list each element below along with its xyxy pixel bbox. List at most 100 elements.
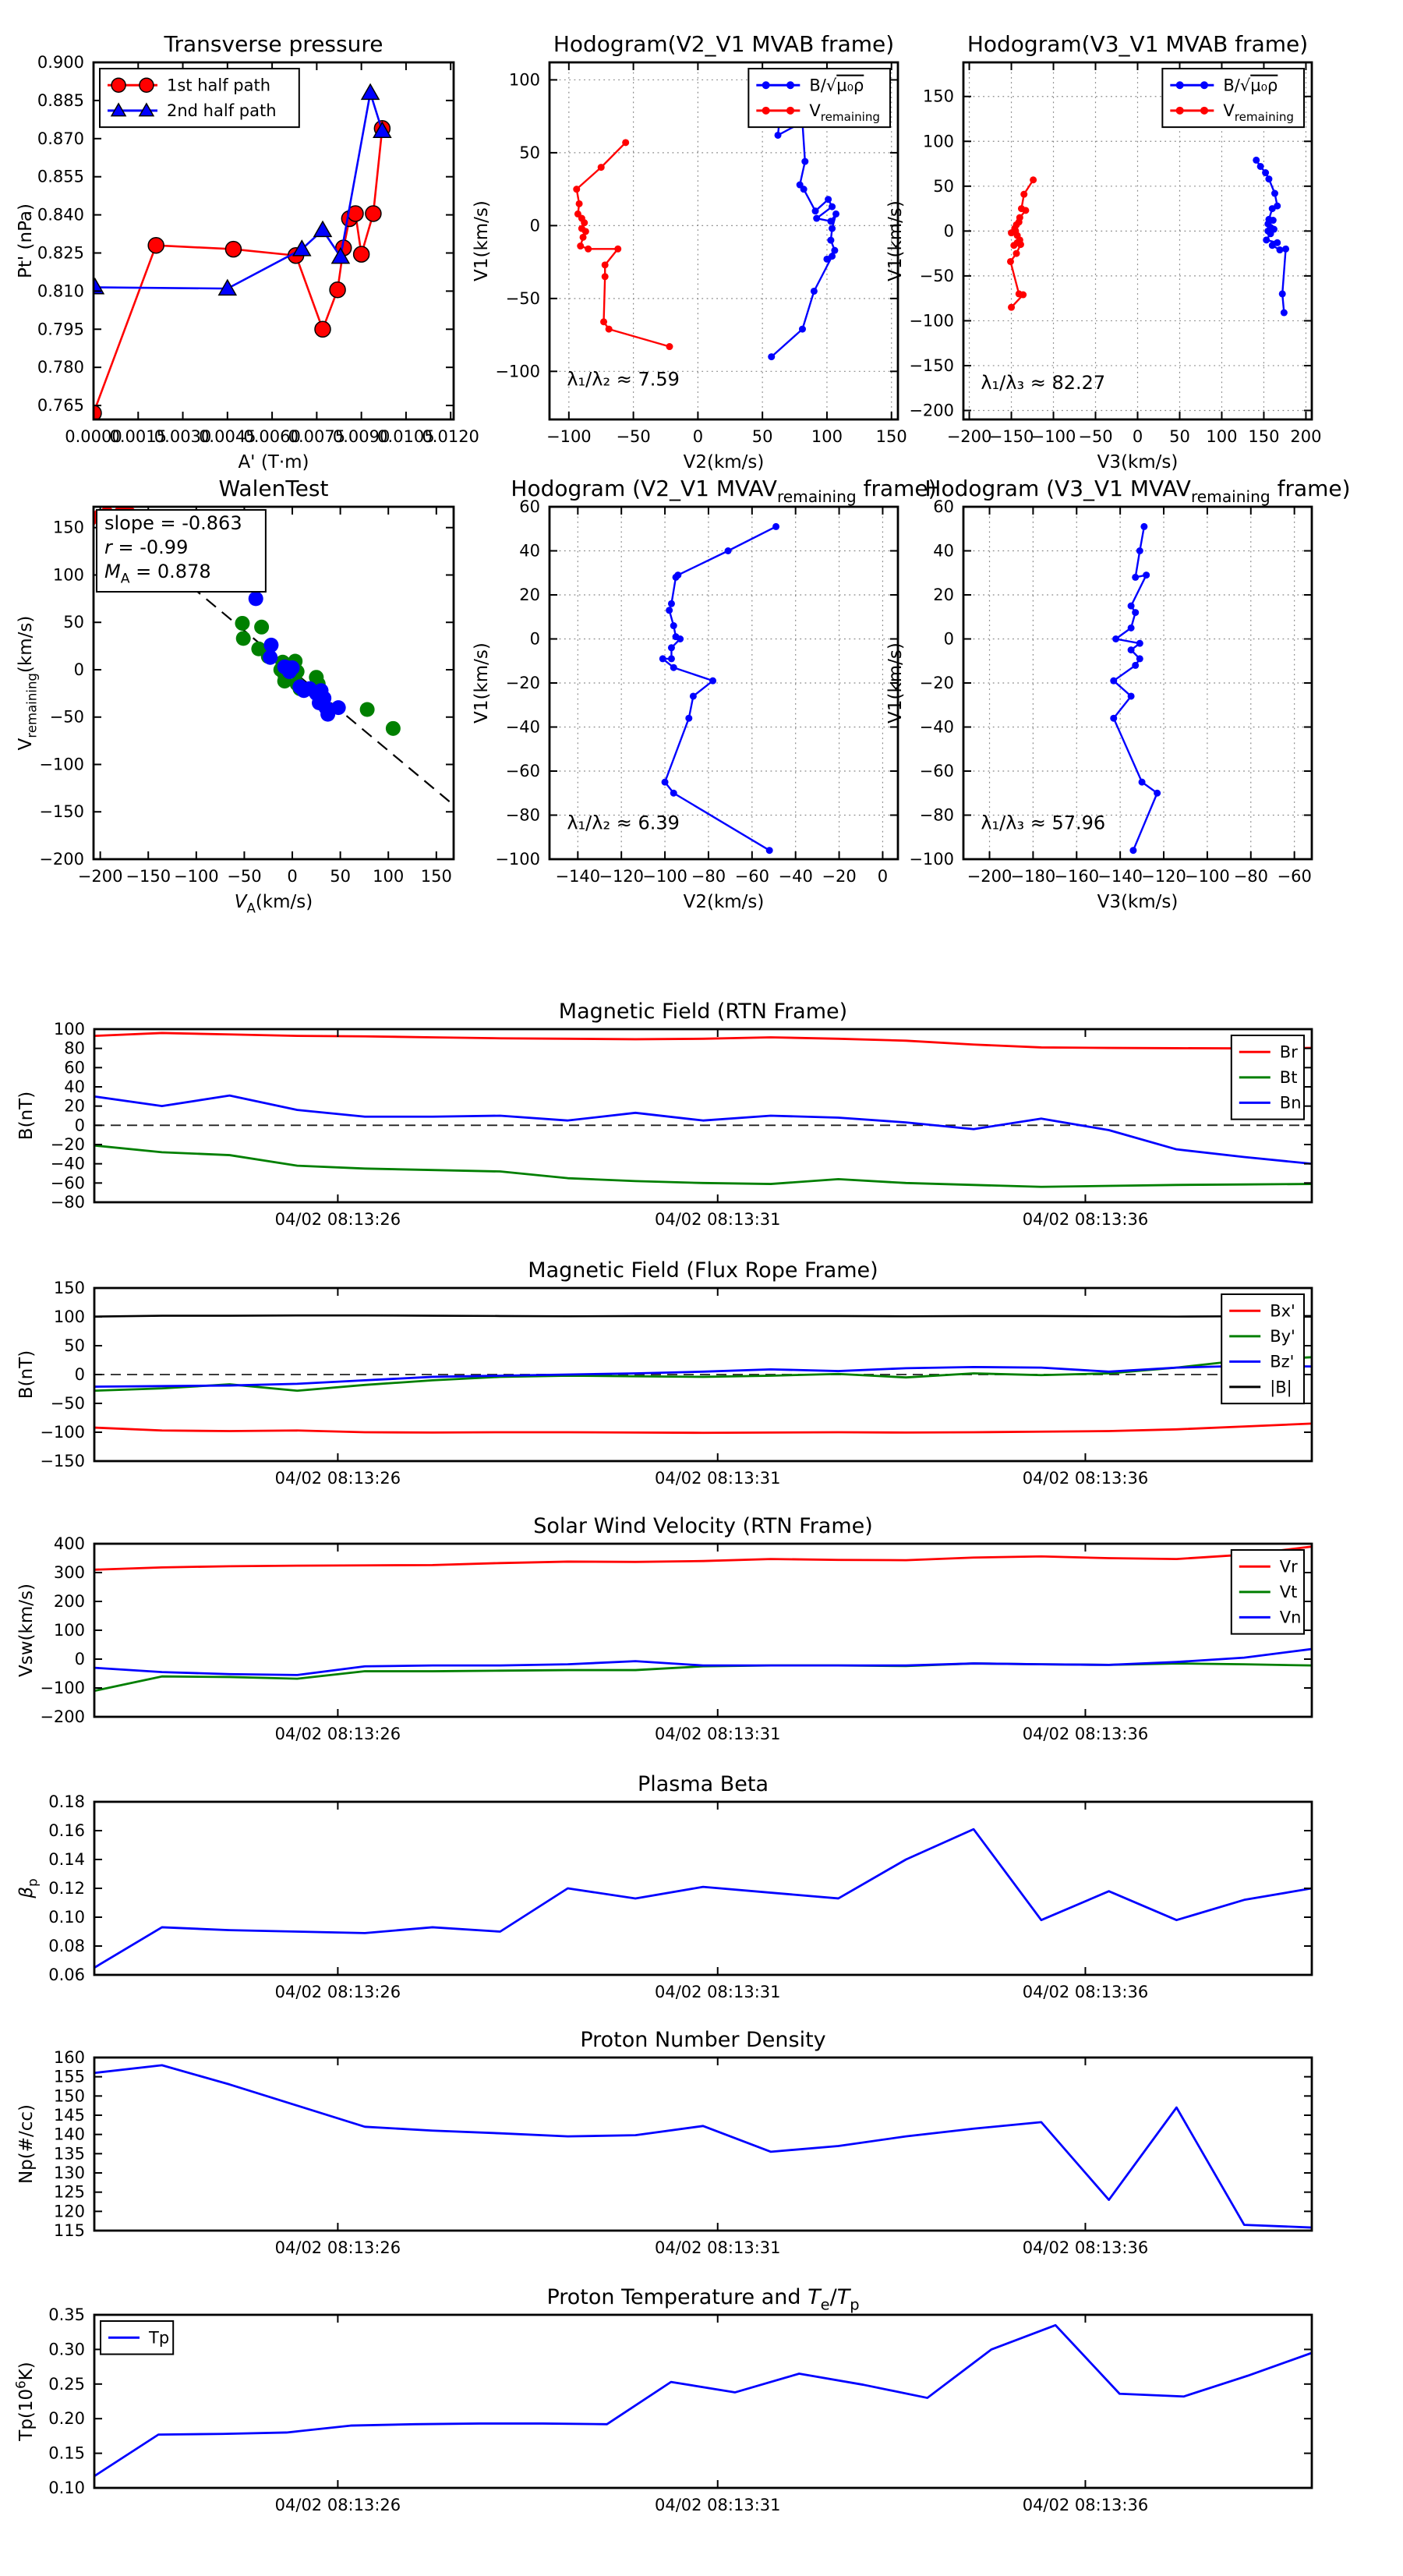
y-axis-label: Vsw(km/s) bbox=[16, 1583, 37, 1677]
panel-title: Hodogram(V2_V1 MVAB frame) bbox=[553, 31, 894, 57]
panel-mag-fluxrope: 04/02 08:13:26 04/02 08:13:31 04/02 08:13:… bbox=[16, 1258, 1313, 1488]
legend: Bx' By' Bz' |B| bbox=[1221, 1293, 1305, 1405]
panel-hodogram-v2v1-mvab: −100 −50 0 50 100 150 −100 −50 0 50 100 Hodogram(V2… bbox=[472, 31, 907, 472]
svg-text:−50: −50 bbox=[1078, 427, 1112, 446]
svg-text:−120: −120 bbox=[599, 867, 644, 886]
svg-text:0.0075: 0.0075 bbox=[288, 427, 345, 446]
panel-mag-rtn: 04/02 08:13:26 04/02 08:13:31 04/02 08:13:… bbox=[16, 1000, 1313, 1229]
svg-text:04/02 08:13:36: 04/02 08:13:36 bbox=[1023, 2238, 1149, 2257]
x-tick-labels: 04/02 08:13:26 04/02 08:13:31 04/02 08:13:… bbox=[275, 1469, 1149, 1488]
panel-proton-density: 04/02 08:13:26 04/02 08:13:31 04/02 08:13:… bbox=[16, 2028, 1313, 2257]
y-tick-labels: −150 −100 −50 0 50 100 150 bbox=[40, 1279, 85, 1470]
svg-text:−50: −50 bbox=[616, 427, 650, 446]
axes-frame bbox=[93, 2313, 1313, 2489]
svg-text:0.810: 0.810 bbox=[37, 281, 84, 300]
panel-hodogram-v3v1-mvab: −200−150−100 −50 0 50 100 150 200−200−150−100−… bbox=[885, 31, 1321, 472]
svg-text:0.20: 0.20 bbox=[48, 2409, 85, 2428]
svg-text:20: 20 bbox=[519, 586, 540, 604]
axes-frame bbox=[93, 1542, 1313, 1718]
x-axis-label: V3(km/s) bbox=[1097, 892, 1179, 912]
x-axis-label: A' (T·m) bbox=[238, 452, 309, 472]
svg-text:B/√μ₀ρ: B/√μ₀ρ bbox=[1223, 76, 1278, 95]
series-Bt bbox=[94, 1144, 1312, 1188]
series-Br bbox=[94, 1031, 1312, 1050]
svg-text:0: 0 bbox=[878, 867, 888, 886]
svg-text:MA = 0.878: MA = 0.878 bbox=[104, 561, 211, 587]
panel-title: Hodogram (V3_V1 MVAVremaining frame) bbox=[924, 476, 1350, 506]
svg-text:Bz': Bz' bbox=[1270, 1353, 1294, 1371]
svg-text:40: 40 bbox=[519, 542, 540, 561]
svg-text:−150: −150 bbox=[125, 867, 171, 886]
ticks bbox=[550, 62, 898, 419]
svg-text:04/02 08:13:26: 04/02 08:13:26 bbox=[275, 1983, 401, 2001]
svg-text:60: 60 bbox=[519, 497, 540, 516]
svg-text:−20: −20 bbox=[506, 674, 540, 692]
panel-title: Magnetic Field (RTN Frame) bbox=[559, 1000, 847, 1024]
svg-text:100: 100 bbox=[53, 565, 84, 584]
x-tick-labels: 04/02 08:13:26 04/02 08:13:31 04/02 08:13:… bbox=[275, 1210, 1149, 1229]
svg-text:0.795: 0.795 bbox=[37, 320, 84, 338]
svg-text:60: 60 bbox=[64, 1058, 85, 1077]
svg-text:Vt: Vt bbox=[1280, 1583, 1298, 1601]
x-tick-labels: 0.00000.00150.00300.00450.00600.00750.00… bbox=[65, 427, 479, 446]
svg-text:50: 50 bbox=[1169, 427, 1190, 446]
svg-text:0: 0 bbox=[75, 1650, 85, 1668]
svg-text:−180: −180 bbox=[1011, 867, 1056, 886]
y-tick-labels: 0.06 0.08 0.10 0.12 0.14 0.16 0.18 bbox=[48, 1792, 85, 1984]
y-tick-labels: 0.765 0.780 0.795 0.810 0.825 0.840 0.855 0.870… bbox=[37, 53, 84, 415]
x-tick-labels: −200−150−100 −50 0 50 100 150 200 bbox=[947, 427, 1322, 446]
y-tick-labels: −200 −100 0 100 200 300 400 bbox=[40, 1534, 85, 1726]
svg-text:150: 150 bbox=[54, 1279, 85, 1297]
legend: Vr Vt Vn bbox=[1230, 1549, 1306, 1635]
axes-frame bbox=[548, 505, 899, 861]
svg-text:0.870: 0.870 bbox=[37, 129, 84, 148]
svg-text:−200: −200 bbox=[39, 850, 84, 869]
svg-text:20: 20 bbox=[64, 1097, 85, 1116]
svg-text:−50: −50 bbox=[920, 267, 954, 285]
svg-text:Vn: Vn bbox=[1280, 1608, 1302, 1627]
svg-text:−100: −100 bbox=[546, 427, 592, 446]
svg-text:By': By' bbox=[1270, 1327, 1295, 1346]
series-Vn bbox=[94, 1647, 1312, 1676]
svg-text:100: 100 bbox=[1206, 427, 1237, 446]
svg-text:50: 50 bbox=[330, 867, 351, 886]
svg-text:200: 200 bbox=[54, 1592, 85, 1611]
svg-text:130: 130 bbox=[54, 2164, 85, 2182]
svg-text:0.15: 0.15 bbox=[48, 2444, 85, 2463]
svg-text:−100: −100 bbox=[1185, 867, 1230, 886]
svg-text:150: 150 bbox=[876, 427, 907, 446]
svg-text:0.840: 0.840 bbox=[37, 206, 84, 225]
svg-text:100: 100 bbox=[509, 70, 540, 89]
y-axis-label: Tp(106K) bbox=[14, 2362, 37, 2441]
svg-text:slope = -0.863: slope = -0.863 bbox=[104, 512, 242, 534]
panel-title: Transverse pressure bbox=[164, 31, 383, 57]
svg-text:−100: −100 bbox=[909, 311, 954, 330]
svg-text:04/02 08:13:36: 04/02 08:13:36 bbox=[1023, 1983, 1149, 2001]
svg-text:0.0030: 0.0030 bbox=[154, 427, 211, 446]
y-axis-label: V1(km/s) bbox=[472, 200, 492, 281]
svg-text:04/02 08:13:31: 04/02 08:13:31 bbox=[655, 1983, 781, 2001]
svg-text:0.855: 0.855 bbox=[37, 168, 84, 186]
svg-text:−50: −50 bbox=[506, 289, 540, 308]
svg-text:0: 0 bbox=[530, 630, 540, 649]
series-By' bbox=[94, 1356, 1312, 1392]
y-axis-label: V1(km/s) bbox=[472, 642, 492, 724]
svg-text:−100: −100 bbox=[495, 362, 540, 380]
svg-text:50: 50 bbox=[63, 613, 84, 632]
ticks bbox=[94, 1801, 1312, 1976]
series-V-path bbox=[1110, 522, 1161, 855]
svg-text:0.10: 0.10 bbox=[48, 1908, 85, 1927]
ticks bbox=[963, 506, 1312, 860]
svg-text:0.30: 0.30 bbox=[48, 2340, 85, 2358]
svg-text:155: 155 bbox=[54, 2068, 85, 2086]
series-green-points bbox=[235, 615, 401, 736]
svg-text:−160: −160 bbox=[1054, 867, 1099, 886]
x-axis-label: V2(km/s) bbox=[684, 452, 765, 472]
svg-text:−100: −100 bbox=[40, 1423, 85, 1442]
legend: Br Bt Bn bbox=[1230, 1035, 1306, 1120]
series-|B| bbox=[94, 1314, 1312, 1318]
annotation: λ₁/λ₂ ≈ 7.59 bbox=[567, 368, 680, 390]
ticks bbox=[963, 62, 1312, 419]
